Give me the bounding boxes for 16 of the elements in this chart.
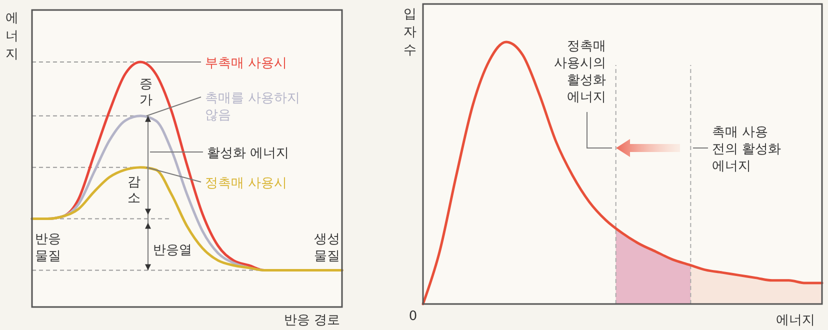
text: 정촉매 사용시	[205, 176, 288, 191]
y-axis-title: 에너지	[6, 11, 18, 62]
annotation: 증가	[140, 77, 152, 108]
y-axis-title: 입자 수	[404, 7, 416, 58]
text: 촉매를 사용하지 않음	[205, 91, 300, 123]
annotation: 생성 물질	[314, 232, 340, 264]
annotation: 감소	[128, 175, 140, 206]
x-axis-title: 반응 경로	[284, 313, 340, 328]
annotation: 활성화 에너지	[207, 146, 290, 161]
annotation: 촉매 사용 전의 활성화 에너지	[712, 125, 782, 174]
annotation: 반응열	[153, 243, 192, 258]
x-axis-title: 에너지	[776, 313, 815, 328]
annotation: 반응 물질	[35, 232, 61, 264]
text: 0	[408, 309, 418, 324]
text: 부촉매 사용시	[205, 56, 288, 71]
annotation: 정촉매 사용시의 활성화 에너지	[554, 39, 606, 105]
